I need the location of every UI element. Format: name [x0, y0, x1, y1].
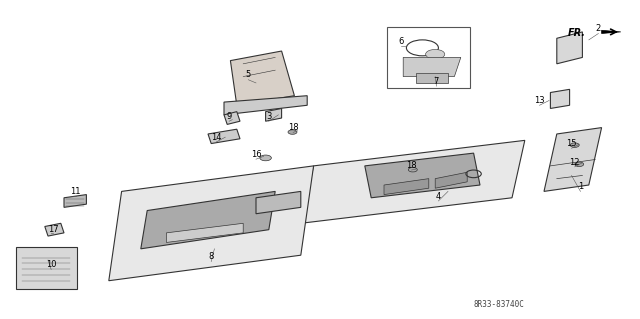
Polygon shape — [365, 153, 480, 198]
Text: FR.: FR. — [568, 28, 586, 39]
Polygon shape — [224, 96, 307, 115]
Circle shape — [288, 130, 297, 134]
Text: 9: 9 — [227, 112, 232, 121]
Polygon shape — [230, 51, 294, 105]
Text: 10: 10 — [46, 260, 56, 269]
Polygon shape — [256, 191, 301, 214]
Text: 18: 18 — [288, 123, 298, 132]
Text: 16: 16 — [251, 150, 261, 159]
Polygon shape — [557, 32, 582, 64]
Circle shape — [260, 155, 271, 161]
Polygon shape — [544, 128, 602, 191]
Text: 5: 5 — [246, 70, 251, 79]
Text: 11: 11 — [70, 187, 81, 196]
Polygon shape — [141, 191, 275, 249]
Polygon shape — [416, 73, 448, 83]
Polygon shape — [64, 195, 86, 207]
Polygon shape — [435, 172, 467, 188]
Polygon shape — [224, 112, 240, 124]
FancyBboxPatch shape — [16, 247, 77, 289]
Polygon shape — [602, 30, 621, 33]
Polygon shape — [384, 179, 429, 195]
Text: 4: 4 — [436, 192, 441, 201]
Polygon shape — [266, 108, 282, 121]
Text: 8R33-83740C: 8R33-83740C — [474, 300, 525, 309]
Circle shape — [408, 167, 417, 172]
Text: 6: 6 — [399, 37, 404, 46]
Circle shape — [570, 143, 579, 147]
Polygon shape — [45, 223, 64, 236]
Polygon shape — [301, 140, 525, 223]
Circle shape — [575, 162, 584, 167]
Polygon shape — [166, 223, 243, 242]
Text: 14: 14 — [211, 133, 221, 142]
Polygon shape — [403, 57, 461, 77]
Text: 15: 15 — [566, 139, 577, 148]
Circle shape — [426, 49, 445, 59]
Polygon shape — [208, 129, 240, 144]
Text: 12: 12 — [570, 158, 580, 167]
Text: 17: 17 — [49, 225, 59, 234]
Polygon shape — [109, 166, 314, 281]
Text: 2: 2 — [596, 24, 601, 33]
Text: 18: 18 — [406, 161, 417, 170]
Text: 1: 1 — [578, 182, 583, 191]
Text: 13: 13 — [534, 96, 545, 105]
Text: 8: 8 — [209, 252, 214, 261]
Text: 7: 7 — [434, 77, 439, 86]
Polygon shape — [550, 89, 570, 108]
Text: 3: 3 — [266, 112, 271, 121]
